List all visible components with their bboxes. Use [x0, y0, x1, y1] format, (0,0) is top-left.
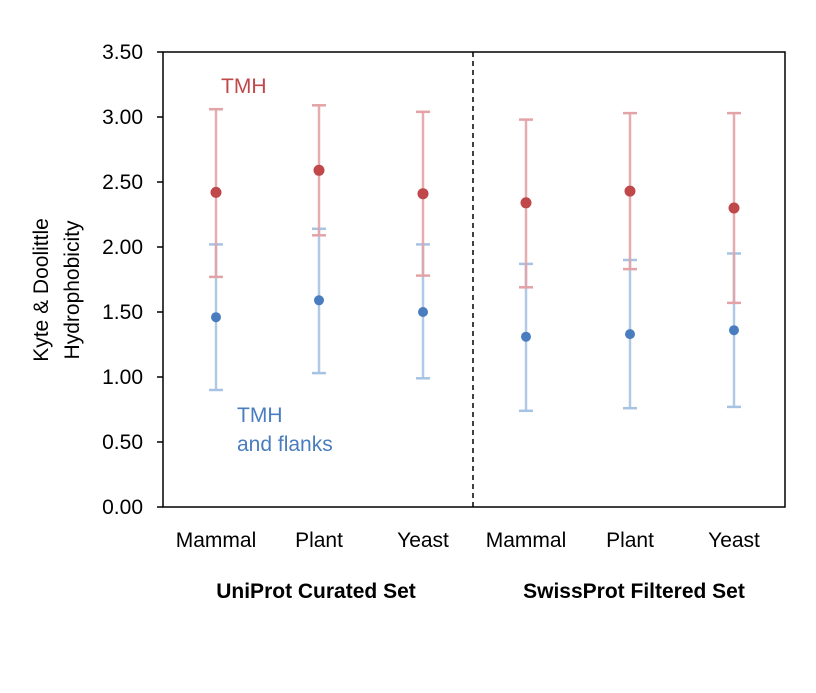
series-label-flanks-line1: TMH	[237, 404, 283, 427]
y-tick-label: 3.50	[102, 41, 143, 64]
x-category-label: Plant	[606, 529, 654, 552]
point-tmh-flanks	[625, 329, 635, 340]
group-label-swissprot: SwissProt Filtered Set	[523, 580, 745, 603]
x-category-label: Mammal	[486, 529, 567, 552]
point-tmh	[417, 188, 429, 200]
point-tmh	[210, 186, 222, 198]
point-tmh-flanks	[314, 295, 324, 306]
y-tick-label: 3.00	[102, 106, 143, 129]
plot-frame	[162, 51, 786, 508]
point-tmh	[728, 202, 740, 214]
y-axis-label-line2: Hydrophobicity	[61, 220, 84, 359]
x-category-label: Plant	[295, 529, 343, 552]
y-tick-label: 1.00	[102, 366, 143, 389]
y-tick-label: 1.50	[102, 301, 143, 324]
y-tick-label: 2.00	[102, 236, 143, 259]
group-label-uniprot: UniProt Curated Set	[216, 580, 416, 603]
point-tmh	[520, 197, 532, 209]
y-tick-label: 2.50	[102, 171, 143, 194]
point-tmh-flanks	[211, 312, 221, 323]
y-axis-label-line1: Kyte & Doolittle	[30, 218, 53, 362]
series-label-tmh: TMH	[221, 75, 267, 98]
y-tick-label: 0.50	[102, 431, 143, 454]
series-label-flanks-line2: and flanks	[237, 433, 333, 456]
x-category-label: Mammal	[176, 529, 257, 552]
point-tmh-flanks	[729, 325, 739, 336]
x-category-label: Yeast	[397, 529, 449, 552]
x-category-label: Yeast	[708, 529, 760, 552]
point-tmh	[313, 164, 325, 176]
point-tmh-flanks	[418, 307, 428, 317]
point-tmh	[624, 185, 636, 197]
point-tmh-flanks	[521, 331, 531, 342]
y-tick-label: 0.00	[102, 496, 143, 519]
